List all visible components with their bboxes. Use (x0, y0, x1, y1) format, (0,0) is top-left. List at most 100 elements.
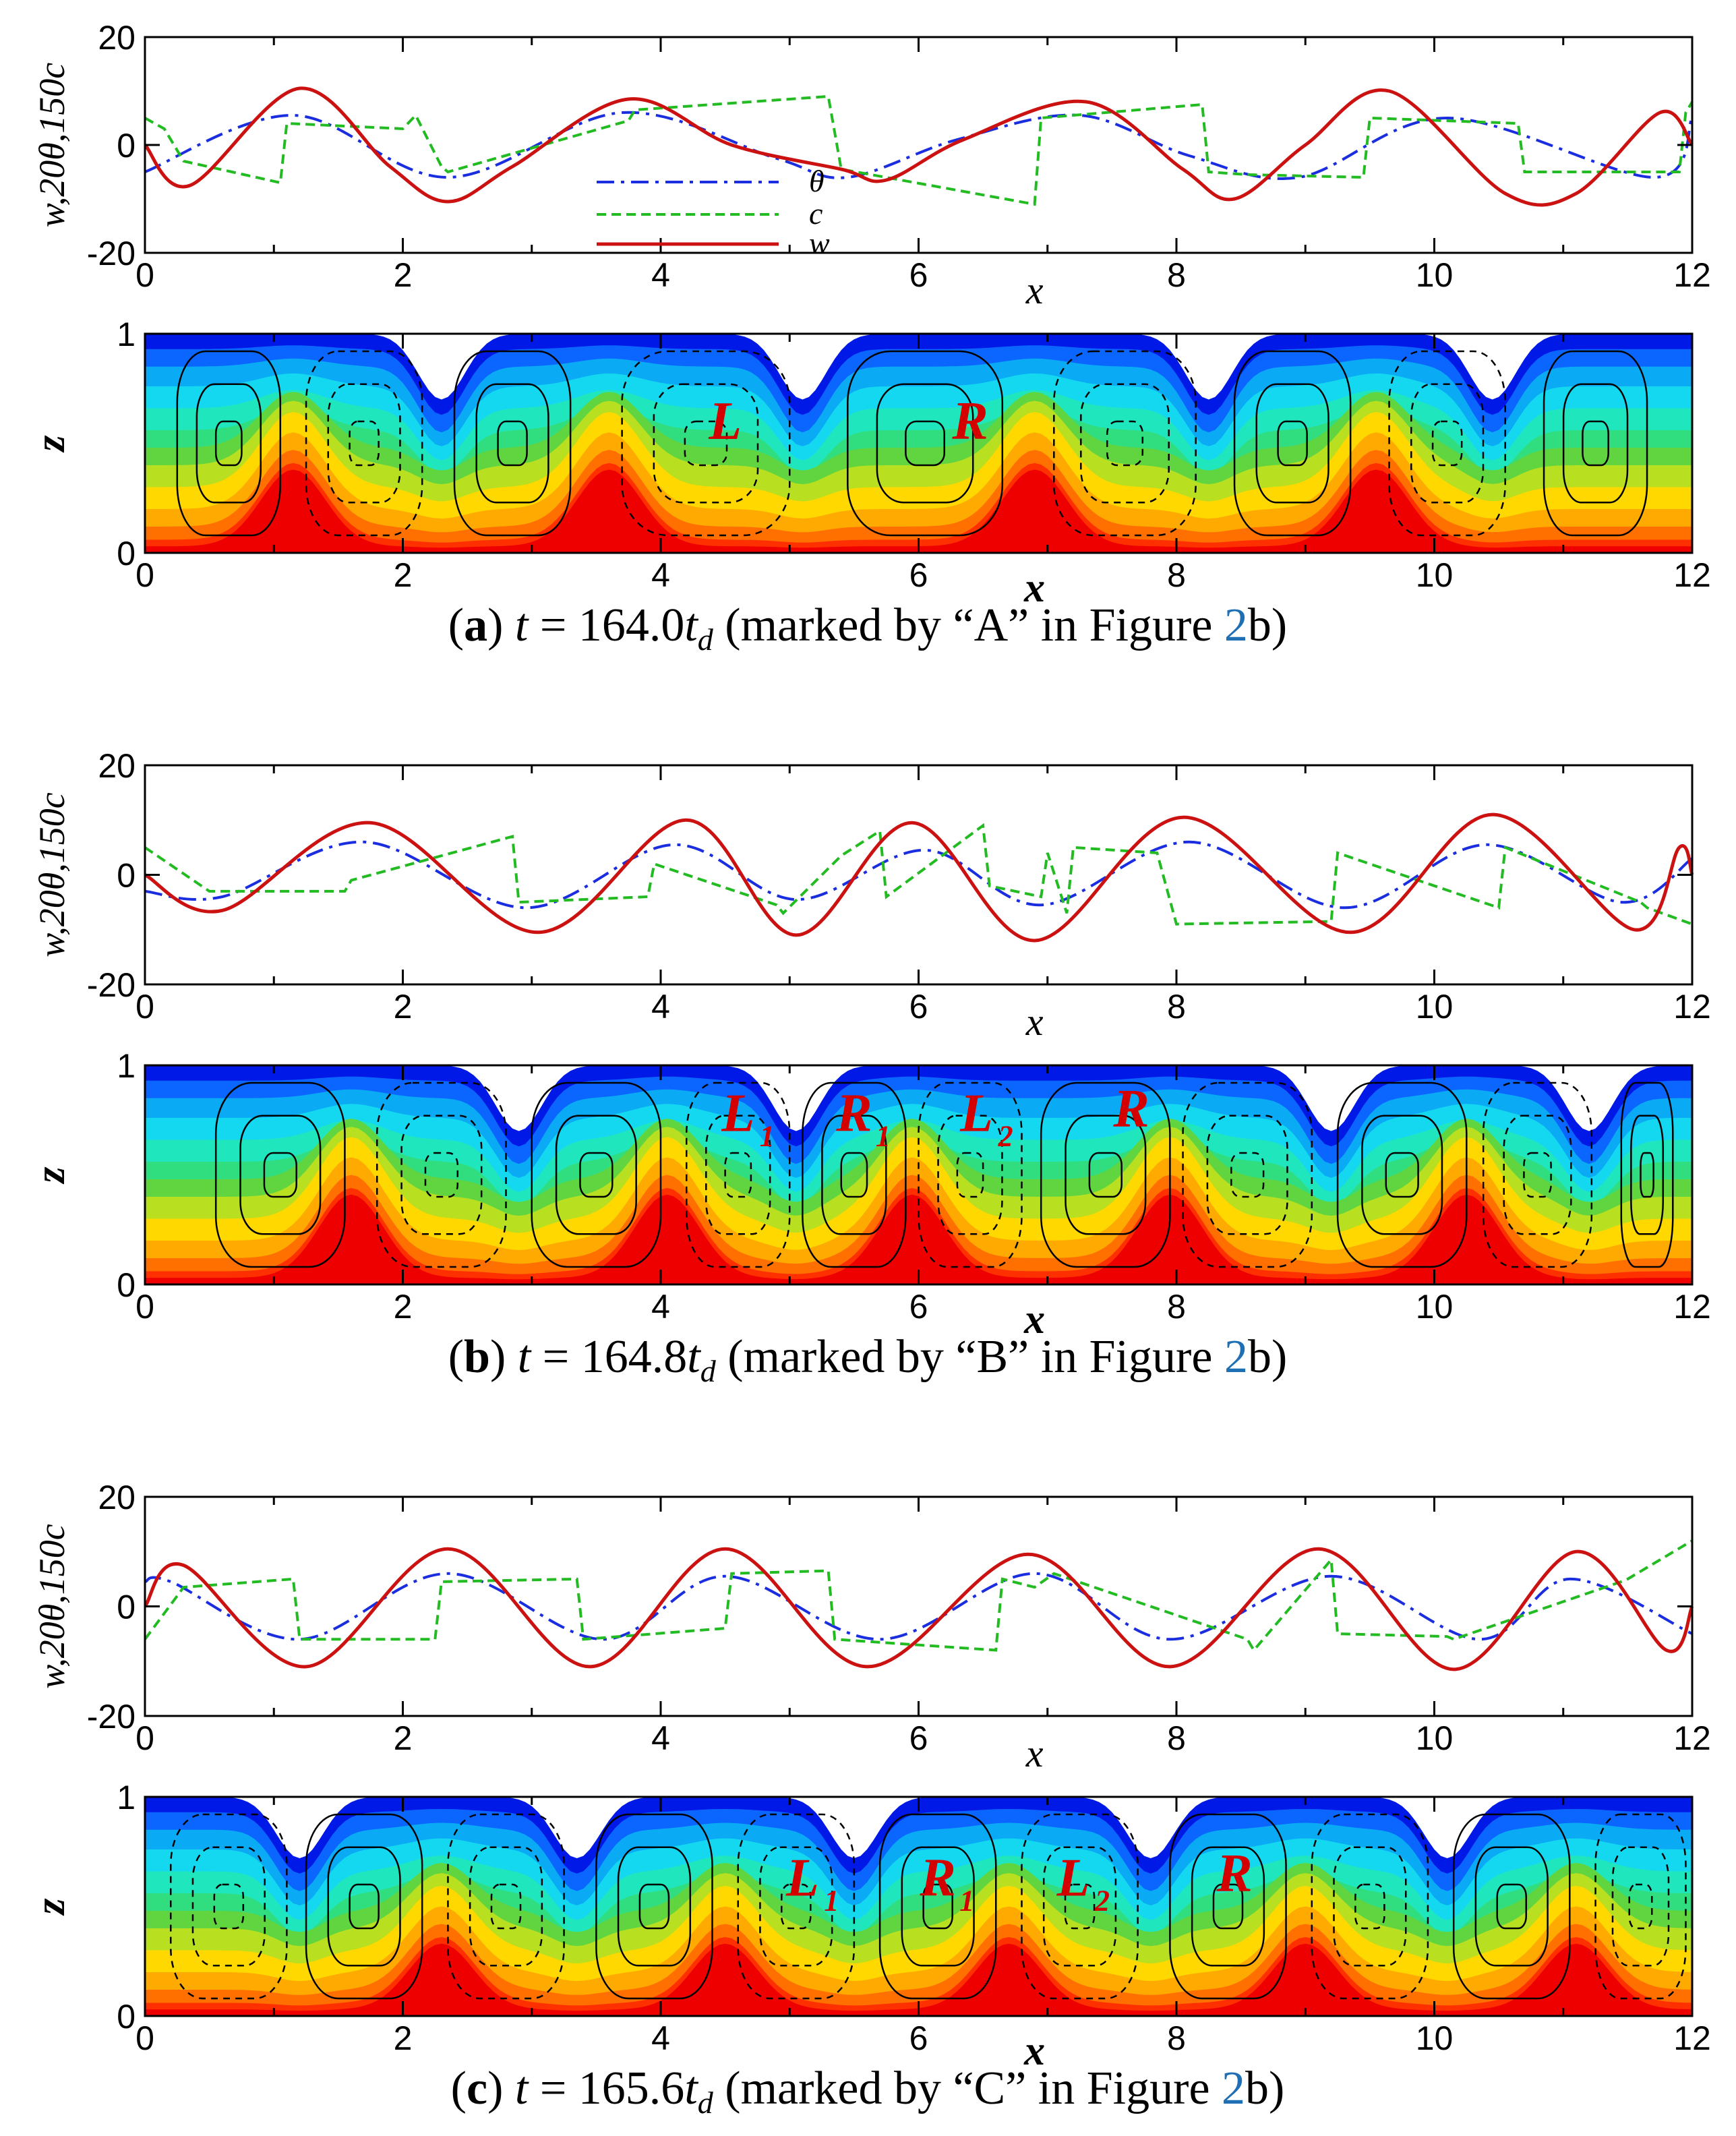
caption-a: (a) t = 164.0td (marked by “A” in Figure… (448, 599, 1287, 657)
caption-part: b) (1248, 599, 1287, 651)
streamline-contour (176, 350, 282, 537)
streamline-contour (1388, 350, 1506, 537)
streamline-contour (638, 1883, 670, 1930)
x-tick-label: 0 (136, 1719, 154, 1757)
caption-part: (marked by “A” in Figure (713, 599, 1224, 651)
x-tick-label: 4 (651, 1719, 670, 1757)
caption-part: ( (448, 1331, 464, 1383)
roll-label: L (721, 1084, 754, 1144)
y-tick-label: 0 (117, 1589, 136, 1626)
roll-label-subscript: 2 (1094, 1884, 1110, 1917)
streamline-contour (1212, 1883, 1244, 1930)
temperature-band (145, 450, 1692, 553)
caption-part: c (467, 2063, 487, 2114)
x-tick-label: 6 (909, 1719, 928, 1757)
streamline-contour (453, 350, 572, 537)
streamline-contour (469, 1846, 543, 1967)
streamline-contour (759, 1846, 833, 1967)
series-line-theta (144, 111, 1694, 180)
x-tick-label: 0 (136, 256, 154, 294)
y-tick-label: 1 (117, 1779, 136, 1816)
caption-b: (b) t = 164.8td (marked by “B” in Figure… (448, 1331, 1288, 1388)
y-tick-label: 0 (117, 1266, 136, 1304)
streamline-contour (1064, 1883, 1096, 1930)
streamline-contour (1385, 1152, 1419, 1198)
x-tick-label: 10 (1416, 988, 1454, 1026)
x-tick-label: 12 (1673, 256, 1711, 294)
caption-part: a (464, 599, 487, 651)
caption-part: ) (487, 2063, 515, 2114)
streamline-contour (1431, 420, 1463, 467)
x-tick-label: 2 (394, 256, 413, 294)
streamline-contour (724, 1152, 752, 1198)
x-tick-label: 6 (909, 988, 928, 1026)
roll-label-subscript: 1 (760, 1120, 775, 1153)
x-axis-label: x (1023, 1297, 1045, 1342)
streamline-contour (705, 1115, 771, 1235)
streamline-contour (475, 383, 549, 504)
streamline-contour (1630, 1115, 1665, 1235)
series-line-w (144, 86, 1694, 207)
x-tick-label: 8 (1167, 1288, 1186, 1326)
streamline-contour (400, 1115, 483, 1235)
x-tick-label: 4 (651, 256, 670, 294)
x-tick-label: 12 (1673, 2019, 1711, 2057)
plot-frame (144, 36, 1694, 254)
streamline-contour (1620, 1081, 1674, 1268)
heatmap-b (145, 1065, 1692, 1284)
caption-part: ) (487, 599, 515, 651)
roll-label-subscript: 1 (824, 1884, 839, 1917)
streamline-contour (305, 1813, 423, 2000)
x-tick-label: 8 (1167, 256, 1186, 294)
y-tick-label: -20 (87, 235, 136, 272)
x-axis-label: x (1023, 565, 1045, 611)
series-line-theta (144, 840, 1694, 910)
temperature-band (145, 469, 1692, 553)
x-tick-label: 2 (394, 988, 413, 1026)
temperature-band (145, 1194, 1692, 1284)
x-tick-label: 0 (136, 2019, 154, 2057)
y-axis-label: w,20θ,150c (32, 63, 72, 228)
plot-frame (144, 764, 1694, 986)
x-tick-label: 2 (394, 2019, 413, 2057)
series-line-w (144, 812, 1694, 943)
z-axis-label: z (28, 1898, 73, 1916)
roll-label: R (1112, 1079, 1149, 1139)
x-axis-label: x (1023, 2028, 1045, 2074)
y-tick-label: 20 (98, 747, 136, 785)
streamline-contour (1640, 1152, 1654, 1198)
roll-label: R (951, 392, 988, 451)
roll-label-subscript: 1 (959, 1884, 974, 1917)
streamline-contour (937, 1115, 1003, 1235)
streamline-contour (1233, 350, 1352, 537)
streamline-contour (878, 1813, 997, 2000)
caption-part: t (518, 1331, 532, 1383)
streamline-contour (555, 1115, 637, 1235)
series-line-w (143, 1547, 1694, 1671)
streamline-contour (263, 1152, 297, 1198)
streamline-contour (1255, 383, 1329, 504)
streamline-contour (376, 1081, 507, 1268)
x-tick-label: 8 (1167, 2019, 1186, 2057)
streamline-contour (617, 1846, 692, 1967)
x-tick-label: 6 (909, 2019, 928, 2057)
x-tick-label: 10 (1416, 2019, 1454, 2057)
roll-label: L (959, 1084, 993, 1144)
x-tick-label: 2 (394, 1719, 413, 1757)
x-axis-label: x (1025, 1000, 1044, 1044)
x-tick-label: 12 (1673, 556, 1711, 594)
caption-part: t (684, 599, 698, 651)
roll-label: R (920, 1848, 956, 1907)
streamline-contour (1543, 350, 1648, 537)
streamline-contour (1311, 1813, 1429, 2000)
y-tick-label: 0 (117, 535, 136, 572)
streamline-contour (840, 1152, 868, 1198)
y-tick-label: 20 (98, 1479, 136, 1516)
y-tick-label: 0 (117, 857, 136, 895)
x-tick-label: 12 (1673, 988, 1711, 1026)
caption-part: (marked by “B” in Figure (716, 1331, 1224, 1383)
streamline-contour (901, 1846, 975, 1967)
temperature-band (145, 1943, 1692, 2016)
x-tick-label: 0 (136, 556, 154, 594)
